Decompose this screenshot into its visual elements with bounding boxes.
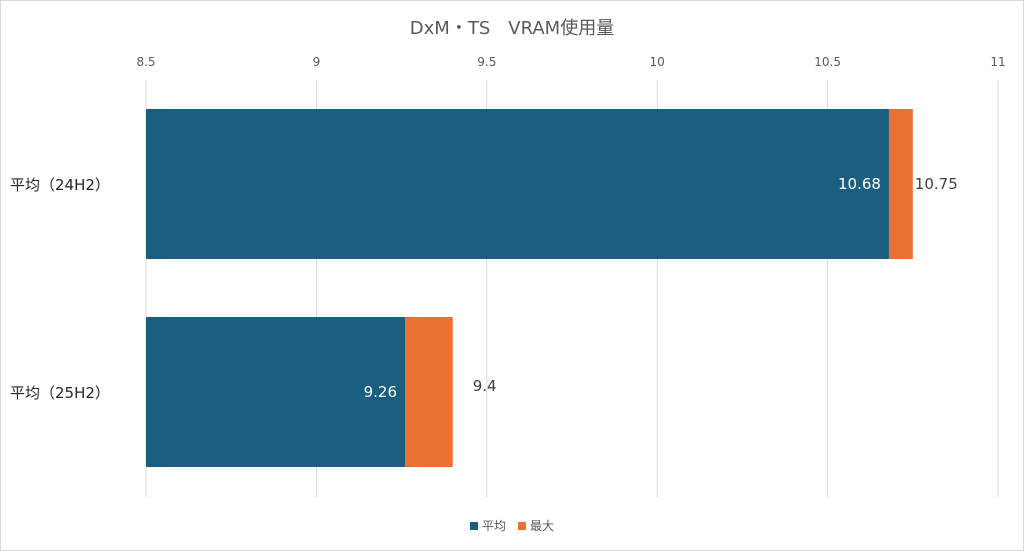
- data-label-max: 10.75: [915, 175, 958, 193]
- data-label-average: 10.68: [838, 175, 881, 193]
- legend-item-average: 平均: [469, 517, 506, 534]
- chart-title: DxM・TS VRAM使用量: [409, 18, 615, 39]
- legend-label-average: 平均: [481, 519, 506, 533]
- category-label: 平均（24H2）: [10, 176, 110, 194]
- x-tick-label: 11: [990, 55, 1005, 69]
- bars: [146, 109, 913, 467]
- data-labels: 10.68 10.75 9.26 9.4: [364, 175, 958, 401]
- category-labels: 平均（24H2） 平均（25H2）: [10, 176, 110, 402]
- data-label-max: 9.4: [473, 377, 497, 395]
- x-tick-label: 9: [313, 55, 321, 69]
- legend-item-max: 最大: [518, 517, 554, 534]
- x-axis-ticks: 8.5 9 9.5 10 10.5 11: [136, 55, 1005, 69]
- bar-average: [146, 109, 889, 259]
- data-label-average: 9.26: [364, 383, 397, 401]
- legend: 平均 最大: [0, 517, 1024, 534]
- x-tick-label: 8.5: [136, 55, 155, 69]
- x-tick-label: 9.5: [477, 55, 496, 69]
- bar-max: [888, 109, 913, 259]
- bar-average: [146, 317, 406, 467]
- legend-swatch-average: [469, 521, 478, 530]
- bar-max: [405, 317, 453, 467]
- category-label: 平均（25H2）: [10, 384, 110, 402]
- legend-swatch-max: [518, 521, 526, 530]
- legend-label-max: 最大: [530, 519, 555, 533]
- x-tick-label: 10: [650, 55, 665, 69]
- x-tick-label: 10.5: [814, 55, 841, 69]
